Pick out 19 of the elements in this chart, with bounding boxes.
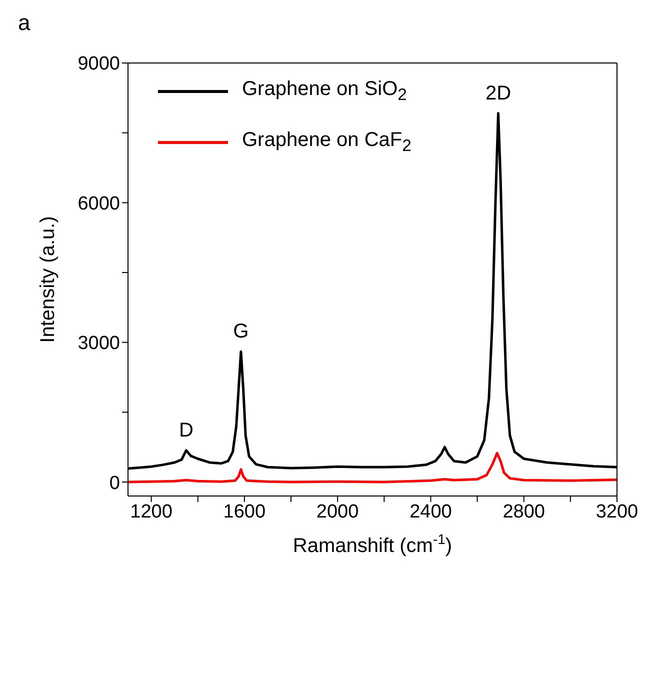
legend-label: Graphene on SiO$_{2}$ [242,78,407,105]
text: a [18,10,30,36]
y-tick-label: 9000 [78,54,120,75]
x-tick-label: 3200 [596,501,638,522]
x-tick-label: 2000 [316,501,359,522]
y-axis-title: Intensity (a.u.) [37,216,59,343]
x-tick-label: 1600 [223,501,266,522]
x-tick-label: 1200 [130,501,172,522]
annotation: G [233,320,249,343]
x-tick-label: 2800 [502,501,545,522]
y-tick-label: 3000 [78,333,120,354]
annotation: D [178,419,194,442]
y-tick-label: 0 [109,472,120,494]
line-series [128,452,617,484]
y-tick-label: 6000 [78,193,120,214]
legend-label: Graphene on CaF$_{2}$ [242,129,412,156]
x-axis-title: Ramanshift (cm$^{-1}$) [292,531,452,557]
x-tick-label: 2400 [410,501,452,522]
annotation: 2D [485,82,512,104]
